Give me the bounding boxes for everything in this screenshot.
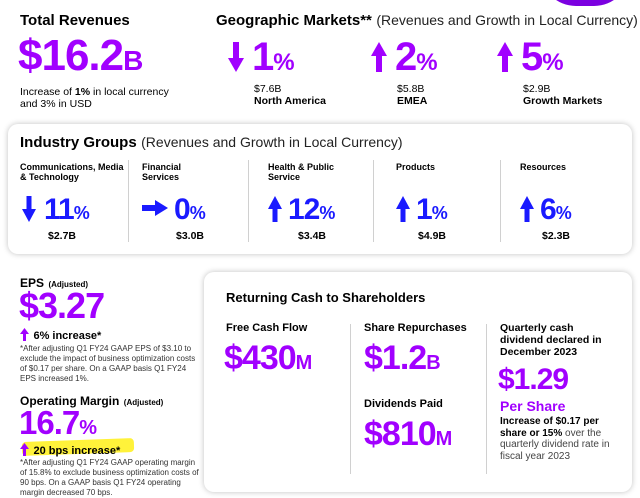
arrow-down-icon bbox=[228, 42, 244, 72]
industry-group-label: Health & Public Service bbox=[268, 162, 335, 182]
industry-group-resources: Resources 6% $2.3B bbox=[520, 162, 572, 242]
eps-qualifier: (Adjusted) bbox=[48, 280, 89, 289]
geographic-markets-title: Geographic Markets** bbox=[216, 12, 372, 29]
dividend-label: Quarterly cash dividend declared in Dece… bbox=[500, 322, 602, 358]
arrow-up-icon bbox=[20, 328, 29, 341]
total-revenues-note: Increase of 1% in local currency and 3% … bbox=[20, 86, 169, 110]
industry-group-cmt: Communications, Media & Technology 11% $… bbox=[20, 162, 126, 246]
divider bbox=[373, 160, 374, 242]
divider bbox=[500, 160, 501, 242]
operating-margin-footnote: *After adjusting Q1 FY24 GAAP operating … bbox=[20, 458, 199, 497]
industry-group-amount: $2.3B bbox=[542, 230, 571, 242]
operating-margin-qualifier: (Adjusted) bbox=[123, 398, 164, 407]
geo-name: EMEA bbox=[397, 95, 428, 107]
industry-groups-heading: Industry Groups (Revenues and Growth in … bbox=[20, 134, 403, 152]
geo-amount: $2.9B bbox=[523, 83, 551, 95]
arrow-right-icon bbox=[142, 200, 168, 216]
returning-cash-card: Returning Cash to Shareholders Free Cash… bbox=[204, 272, 632, 492]
total-revenues-value: $16.2B bbox=[18, 31, 143, 80]
arrow-down-icon bbox=[22, 196, 36, 222]
industry-group-amount: $3.0B bbox=[176, 230, 205, 242]
industry-group-products: Products 1% $4.9B bbox=[396, 162, 448, 242]
total-revenues-title: Total Revenues bbox=[20, 12, 130, 29]
divider bbox=[350, 324, 351, 474]
industry-group-financial-services: Financial Services 0% $3.0B bbox=[142, 162, 206, 242]
industry-group-amount: $4.9B bbox=[418, 230, 447, 242]
arrow-up-icon bbox=[20, 443, 29, 456]
operating-margin-change: 20 bps increase* bbox=[20, 441, 120, 459]
share-repurchases-label: Share Repurchases bbox=[364, 322, 467, 334]
industry-group-label: Financial Services bbox=[142, 162, 182, 182]
dividend-note: Increase of $0.17 per share or 15% over … bbox=[500, 416, 610, 462]
industry-group-label: Products bbox=[396, 162, 436, 172]
returning-cash-title: Returning Cash to Shareholders bbox=[226, 290, 426, 305]
decorative-purple-shape bbox=[540, 0, 630, 6]
eps-value: $3.27 bbox=[19, 285, 105, 326]
arrow-up-icon bbox=[371, 42, 387, 72]
geographic-markets-heading: Geographic Markets** (Revenues and Growt… bbox=[216, 12, 638, 30]
dividends-paid-label: Dividends Paid bbox=[364, 398, 443, 410]
geographic-markets-subtitle: (Revenues and Growth in Local Currency) bbox=[376, 12, 638, 28]
geo-amount: $5.8B bbox=[397, 83, 425, 95]
divider bbox=[248, 160, 249, 242]
dividends-paid-value: $810M bbox=[364, 415, 452, 453]
divider bbox=[128, 160, 129, 242]
eps-title: EPS bbox=[20, 276, 45, 290]
industry-group-amount: $2.7B bbox=[48, 230, 77, 242]
industry-groups-subtitle: (Revenues and Growth in Local Currency) bbox=[141, 134, 403, 150]
arrow-up-icon bbox=[396, 196, 410, 222]
eps-heading: EPS (Adjusted) bbox=[20, 274, 88, 292]
geo-name: Growth Markets bbox=[523, 95, 603, 107]
free-cash-flow-label: Free Cash Flow bbox=[226, 322, 308, 334]
operating-margin-title: Operating Margin bbox=[20, 394, 120, 408]
arrow-up-icon bbox=[520, 196, 534, 222]
eps-footnote: *After adjusting Q1 FY24 GAAP EPS of $3.… bbox=[20, 344, 196, 383]
dividend-value: $1.29 bbox=[498, 363, 569, 396]
arrow-up-icon bbox=[497, 42, 513, 72]
industry-group-health-public-service: Health & Public Service 12% $3.4B bbox=[268, 162, 368, 246]
divider bbox=[486, 324, 487, 474]
free-cash-flow-value: $430M bbox=[224, 339, 312, 377]
eps-change: 6% increase* bbox=[20, 326, 101, 344]
industry-group-label: Communications, Media & Technology bbox=[20, 162, 124, 182]
industry-groups-card: Industry Groups (Revenues and Growth in … bbox=[8, 124, 632, 254]
industry-group-amount: $3.4B bbox=[298, 230, 327, 242]
operating-margin-value: 16.7% bbox=[19, 404, 97, 441]
industry-groups-title: Industry Groups bbox=[20, 134, 137, 151]
share-repurchases-value: $1.2B bbox=[364, 339, 441, 377]
geo-name: North America bbox=[254, 95, 326, 107]
geo-amount: $7.6B bbox=[254, 83, 282, 95]
dividend-per-share: Per Share bbox=[500, 398, 566, 414]
arrow-up-icon bbox=[268, 196, 282, 222]
industry-group-label: Resources bbox=[520, 162, 567, 172]
operating-margin-heading: Operating Margin (Adjusted) bbox=[20, 392, 163, 410]
